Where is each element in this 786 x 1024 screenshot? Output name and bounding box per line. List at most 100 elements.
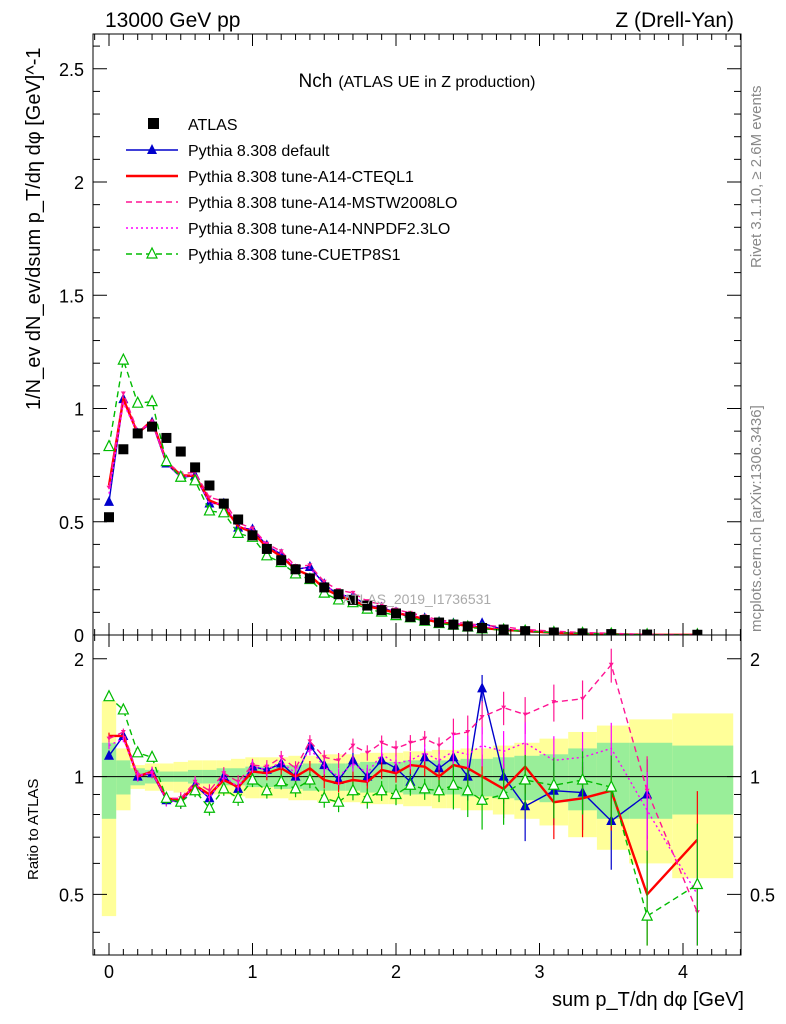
data-point [333,589,344,600]
main-panel-series [103,352,703,635]
data-point [132,428,143,439]
ratio-panel-series [103,648,704,946]
series-marker [605,779,618,792]
ratio-band-inner [101,742,117,819]
data-point [362,600,373,611]
ratio-band-inner [116,760,131,795]
series-marker [350,743,356,748]
y-axis-title-ratio: Ratio to ATLAS [25,779,42,880]
y-tick-label-main: 0 [74,626,84,646]
data-point [161,432,172,443]
data-point [147,421,158,432]
legend-label: Pythia 8.308 default [188,143,330,160]
series-marker [336,758,342,763]
series-marker [120,729,126,734]
series-marker [217,505,230,518]
x-tick-label: 1 [247,962,257,982]
series-marker [361,790,374,803]
series-marker [522,712,528,717]
series-marker [146,394,159,407]
data-point [218,498,229,509]
data-point [319,582,330,593]
y-axis-title-main: 1/N_ev dN_ev/dsum p_T/dη dφ [GeV]^-1 [23,47,45,410]
series-marker [307,563,313,568]
x-tick-label: 2 [391,962,401,982]
legend-label: Pythia 8.308 tune-A14-NNPDF2.3LO [188,221,450,238]
series-marker [160,454,173,467]
data-point [462,621,473,632]
series-marker [350,590,356,595]
legend-label: Pythia 8.308 tune-A14-CTEQL1 [188,169,414,186]
legend-label: Pythia 8.308 tune-CUETP8S1 [188,247,401,264]
data-point [175,446,186,457]
y-tick-label-main: 2.5 [59,60,84,80]
series-marker [260,783,273,796]
series-marker [321,755,327,760]
series-marker [318,790,331,803]
axis-labels: 0 1 2 3 4 0 0.5 1 1.5 2 2.5 0.5 0.5 1 1 2 2 Nch (ATLAS UE … [23,47,775,1011]
data-point [434,617,445,628]
series-marker [103,439,115,452]
series-marker [476,792,489,805]
header-left: 13000 GeV pp [105,9,241,32]
series-marker [422,736,428,741]
series-marker [264,541,270,546]
series-marker [547,777,560,790]
series-marker [447,777,460,790]
series-marker [501,705,507,710]
series-marker [433,783,446,796]
series-marker [477,682,488,693]
series-marker [120,391,126,396]
data-point [304,573,315,584]
data-point [233,514,244,525]
series-marker [104,495,114,506]
series-line-main [108,359,698,635]
series-marker [146,749,159,762]
series-marker [407,740,413,745]
series-marker [206,788,212,793]
data-point [405,611,416,622]
series-marker [131,745,144,758]
x-tick-label: 4 [678,962,688,982]
series-marker [379,602,385,607]
data-point [448,619,459,630]
legend-label-atlas: ATLAS [188,117,238,134]
series-marker [364,750,370,755]
series-marker [275,774,288,787]
series-marker [379,740,385,745]
series-marker [246,772,259,785]
series-marker [390,787,402,800]
series-marker [260,548,273,561]
analysis-watermark: ATLAS_2019_I1736531 [343,591,492,607]
series-marker [691,877,704,890]
data-point [290,564,301,575]
ratio-band-inner [672,745,734,815]
series-marker [461,783,474,796]
data-point [104,512,114,523]
series-marker [250,526,255,531]
legend: ATLAS Pythia 8.308 default Pythia 8.308 tu… [126,117,457,264]
data-point [391,608,401,619]
data-point [190,462,201,473]
legend-marker [147,144,157,154]
mcplots-label: mcplots.cern.ch [arXiv:1306.3436] [748,405,765,632]
series-marker [203,503,216,516]
plot-frames [92,33,742,956]
ratio-panel-frame [92,634,742,956]
series-marker [104,749,114,760]
x-axis-title: sum p_T/dη dφ [GeV] [552,989,744,1011]
ratio-band-inner [596,742,630,819]
series-marker [203,800,216,813]
chart-title: Nch (ATLAS UE in Z production) [299,71,536,92]
series-marker [217,781,230,794]
series-marker [303,772,316,785]
series-marker [117,352,130,365]
series-marker [189,783,202,796]
series-marker [106,736,112,741]
data-point [376,605,387,616]
series-marker [160,790,173,803]
data-point [118,444,129,455]
series-marker [232,790,245,803]
header-right: Z (Drell-Yan) [615,9,734,32]
